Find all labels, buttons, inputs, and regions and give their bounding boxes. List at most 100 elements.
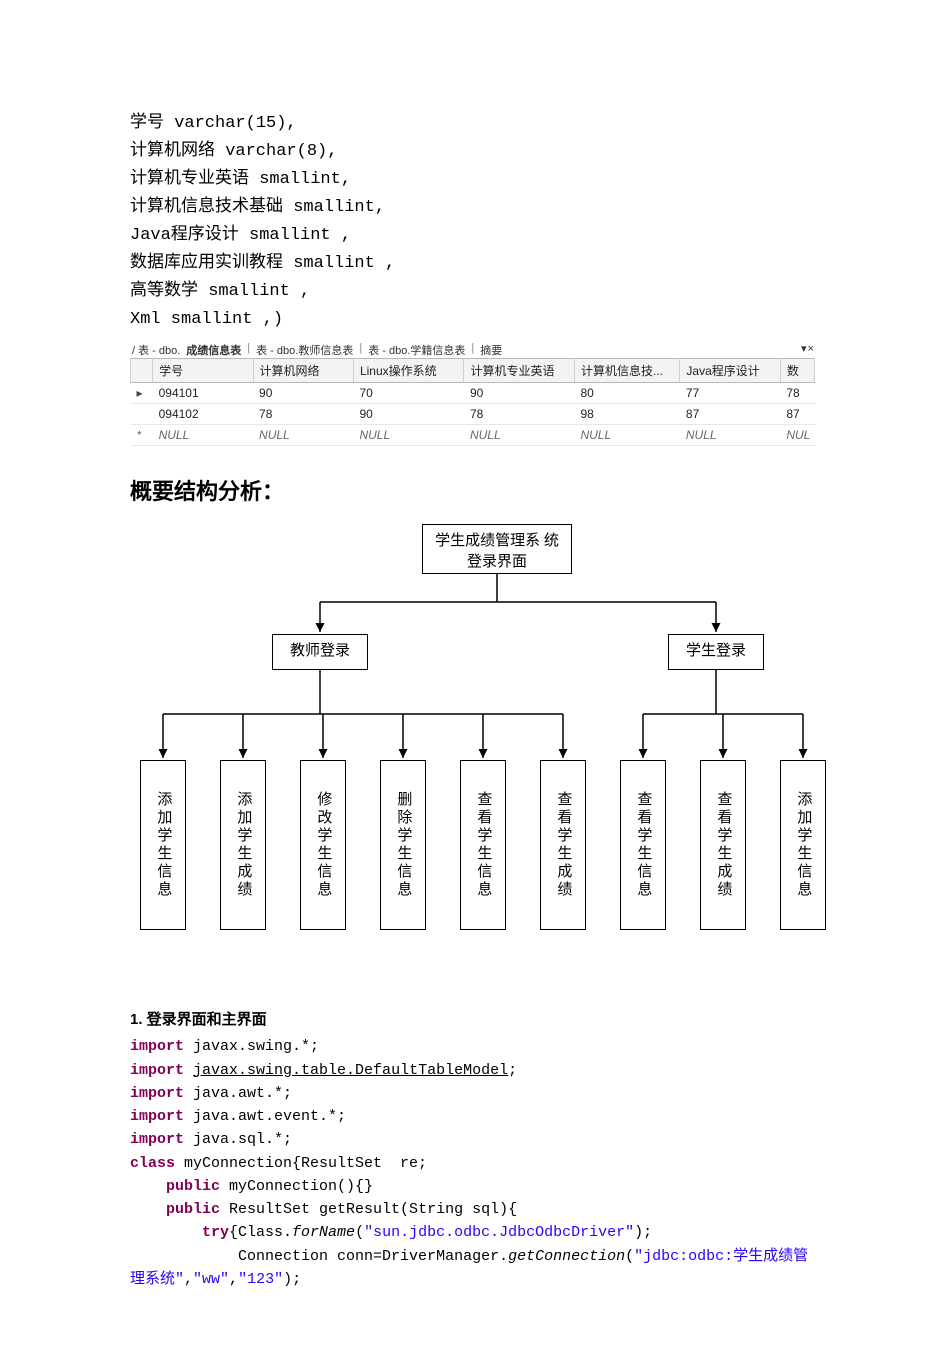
code-text: myConnection(){}	[220, 1178, 373, 1195]
cell[interactable]: 70	[353, 383, 463, 404]
code-section-title: 1. 登录界面和主界面	[130, 1008, 815, 1029]
leaf-add-info-2: 添加学生信息	[780, 760, 826, 930]
col-id[interactable]: 学号	[153, 359, 253, 383]
tab-caret-icon[interactable]: ▾ ×	[801, 342, 813, 358]
grades-table: 学号 计算机网络 Linux操作系统 计算机专业英语 计算机信息技... Jav…	[130, 358, 815, 446]
table-row[interactable]: ▸ 094101 90 70 90 80 77 78	[131, 383, 815, 404]
leaf-add-info: 添加学生信息	[140, 760, 186, 930]
code-italic: forName	[292, 1224, 355, 1241]
code-string: "ww"	[193, 1271, 229, 1288]
code-text: java.awt.event.*;	[184, 1108, 346, 1125]
cell[interactable]: 094101	[153, 383, 253, 404]
code-text: ,	[229, 1271, 238, 1288]
row-marker	[131, 404, 153, 425]
kw-class: class	[130, 1155, 175, 1172]
code-text: myConnection{ResultSet re;	[175, 1155, 427, 1172]
cell[interactable]: 78	[780, 383, 814, 404]
cell[interactable]: 78	[253, 404, 353, 425]
tab-student[interactable]: 表 - dbo.学籍信息表	[368, 342, 465, 358]
code-text: ;	[508, 1062, 517, 1079]
cell[interactable]: NULL	[574, 425, 679, 446]
col-linux[interactable]: Linux操作系统	[353, 359, 463, 383]
code-text: javax.swing.*;	[184, 1038, 319, 1055]
tab-strip: / 表 - dbo. 成绩信息表 | 表 - dbo.教师信息表 | 表 - d…	[130, 340, 815, 358]
cell[interactable]: NULL	[680, 425, 780, 446]
kw-public: public	[130, 1178, 220, 1195]
java-code-block: import javax.swing.*; import javax.swing…	[130, 1035, 815, 1291]
table-row[interactable]: 094102 78 90 78 98 87 87	[131, 404, 815, 425]
code-string: "sun.jdbc.odbc.JdbcOdbcDriver"	[364, 1224, 634, 1241]
row-marker: ▸	[131, 383, 153, 404]
cell[interactable]: NULL	[253, 425, 353, 446]
kw-public: public	[130, 1201, 220, 1218]
sql-line: 计算机网络 varchar(8),	[130, 138, 815, 166]
code-text: java.sql.*;	[184, 1131, 292, 1148]
node-root: 学生成绩管理系 统登录界面	[422, 524, 572, 574]
cell[interactable]: 90	[253, 383, 353, 404]
sql-line: 计算机专业英语 smallint,	[130, 166, 815, 194]
code-text: );	[283, 1271, 301, 1288]
sql-line: 学号 varchar(15),	[130, 110, 815, 138]
col-infotech[interactable]: 计算机信息技...	[574, 359, 679, 383]
col-marker	[131, 359, 153, 383]
code-text: java.awt.*;	[184, 1085, 292, 1102]
cell[interactable]: 77	[680, 383, 780, 404]
cell[interactable]: 90	[464, 383, 574, 404]
sql-line: 高等数学 smallint ,	[130, 278, 815, 306]
kw-import: import	[130, 1085, 184, 1102]
tab-prefix: / 表 - dbo.	[132, 342, 180, 358]
structure-heading: 概要结构分析：	[130, 474, 815, 506]
tab-teacher[interactable]: 表 - dbo.教师信息表	[256, 342, 353, 358]
code-text: (	[625, 1248, 634, 1265]
sql-line: 数据库应用实训教程 smallint ,	[130, 250, 815, 278]
col-java[interactable]: Java程序设计	[680, 359, 780, 383]
col-last[interactable]: 数	[780, 359, 814, 383]
cell[interactable]: 98	[574, 404, 679, 425]
structure-flowchart: 学生成绩管理系 统登录界面 教师登录 学生登录 添加学生信息 添加学生成绩 修改…	[130, 524, 850, 984]
col-network[interactable]: 计算机网络	[253, 359, 353, 383]
sql-line: Xml smallint ,)	[130, 306, 815, 334]
leaf-add-grade: 添加学生成绩	[220, 760, 266, 930]
tab-grades[interactable]: 成绩信息表	[186, 342, 241, 358]
leaf-view-grade-2: 查看学生成绩	[700, 760, 746, 930]
code-text: {Class.	[229, 1224, 292, 1241]
kw-import: import	[130, 1038, 184, 1055]
kw-import: import	[130, 1108, 184, 1125]
row-marker: *	[131, 425, 153, 446]
code-underlined: javax.swing.table.DefaultTableModel	[193, 1062, 508, 1079]
cell[interactable]: 87	[680, 404, 780, 425]
kw-try: try	[130, 1224, 229, 1241]
kw-import: import	[130, 1131, 184, 1148]
grades-table-panel: / 表 - dbo. 成绩信息表 | 表 - dbo.教师信息表 | 表 - d…	[130, 340, 815, 446]
table-row-new[interactable]: * NULL NULL NULL NULL NULL NULL NUL	[131, 425, 815, 446]
code-text: Connection conn=DriverManager.	[130, 1248, 508, 1265]
cell[interactable]: NULL	[353, 425, 463, 446]
code-string: "123"	[238, 1271, 283, 1288]
sql-line: 计算机信息技术基础 smallint,	[130, 194, 815, 222]
cell[interactable]: NULL	[464, 425, 574, 446]
code-text: ,	[184, 1271, 193, 1288]
node-teacher-login: 教师登录	[272, 634, 368, 670]
table-header-row: 学号 计算机网络 Linux操作系统 计算机专业英语 计算机信息技... Jav…	[131, 359, 815, 383]
cell[interactable]: NUL	[780, 425, 814, 446]
code-text: ResultSet getResult(String sql){	[220, 1201, 517, 1218]
tab-summary[interactable]: 摘要	[480, 342, 502, 358]
node-student-login: 学生登录	[668, 634, 764, 670]
kw-import: import	[130, 1062, 184, 1079]
cell[interactable]: 80	[574, 383, 679, 404]
col-english[interactable]: 计算机专业英语	[464, 359, 574, 383]
code-text	[184, 1062, 193, 1079]
cell[interactable]: 094102	[153, 404, 253, 425]
cell[interactable]: 78	[464, 404, 574, 425]
leaf-edit-info: 修改学生信息	[300, 760, 346, 930]
leaf-delete-info: 删除学生信息	[380, 760, 426, 930]
cell[interactable]: 87	[780, 404, 814, 425]
cell[interactable]: NULL	[153, 425, 253, 446]
sql-line: Java程序设计 smallint ,	[130, 222, 815, 250]
cell[interactable]: 90	[353, 404, 463, 425]
code-text: (	[355, 1224, 364, 1241]
code-italic: getConnection	[508, 1248, 625, 1265]
code-text: );	[634, 1224, 652, 1241]
leaf-view-info-2: 查看学生信息	[620, 760, 666, 930]
leaf-view-info: 查看学生信息	[460, 760, 506, 930]
